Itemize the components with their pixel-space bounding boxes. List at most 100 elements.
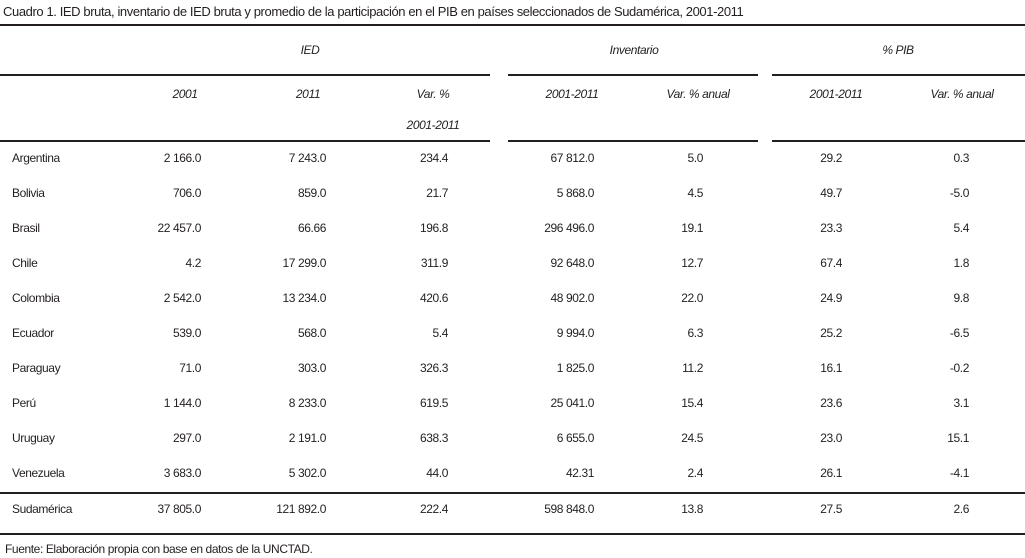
country-name: Ecuador xyxy=(12,326,54,340)
country-name: Chile xyxy=(12,256,38,270)
table-row-cell: 16.1 xyxy=(820,361,842,375)
divider xyxy=(772,140,1025,142)
table-title: Cuadro 1. IED bruta, inventario de IED b… xyxy=(3,4,744,19)
country-name: Argentina xyxy=(12,151,60,165)
table-row-cell: 48 902.0 xyxy=(550,291,594,305)
table-row-cell: 196.8 xyxy=(419,221,448,235)
table-row-cell: 6 655.0 xyxy=(556,431,595,445)
table-row-cell: 49.7 xyxy=(820,186,842,200)
divider xyxy=(0,533,1025,535)
table-row-cell: 638.3 xyxy=(419,431,448,445)
table-row-cell: 12.7 xyxy=(681,256,703,270)
col-header: 2001-2011 xyxy=(545,87,599,101)
table-row-cell: 6.3 xyxy=(687,326,704,340)
table-row-cell: 1 144.0 xyxy=(163,396,202,410)
col-header: 2001-2011 xyxy=(809,87,863,101)
table-row-cell: 619.5 xyxy=(419,396,448,410)
table-row-cell: 13 234.0 xyxy=(282,291,326,305)
table-row-cell: 71.0 xyxy=(179,361,201,375)
table-row-cell: 326.3 xyxy=(419,361,448,375)
total-row-cell: 37 805.0 xyxy=(157,502,201,516)
table-row-cell: 3 683.0 xyxy=(163,466,202,480)
table-row-cell: -5.0 xyxy=(949,186,969,200)
table-row-cell: 4.5 xyxy=(687,186,704,200)
table-row-cell: 17 299.0 xyxy=(282,256,326,270)
table-row-cell: 23.6 xyxy=(820,396,842,410)
table-row-cell: 8 233.0 xyxy=(288,396,327,410)
country-name: Sudamérica xyxy=(12,502,73,516)
table-row-cell: 7 243.0 xyxy=(288,151,327,165)
table-row-cell: 92 648.0 xyxy=(550,256,594,270)
table-row-cell: 568.0 xyxy=(297,326,326,340)
table-row-cell: 539.0 xyxy=(172,326,201,340)
table-row-cell: 1 825.0 xyxy=(556,361,595,375)
col-header: Var. % anual xyxy=(666,87,730,101)
table-row-cell: 66.66 xyxy=(297,221,326,235)
table-row-cell: 11.2 xyxy=(682,361,703,375)
table-row-cell: 4.2 xyxy=(185,256,202,270)
table-row-cell: 706.0 xyxy=(172,186,201,200)
table-row-cell: 311.9 xyxy=(420,256,449,270)
table-row-cell: 5 302.0 xyxy=(288,466,327,480)
table-row-cell: 5.0 xyxy=(687,151,704,165)
country-name: Uruguay xyxy=(12,431,55,445)
table-row-cell: 22 457.0 xyxy=(157,221,201,235)
col-header: Var. % anual xyxy=(930,87,994,101)
table-row-cell: 5.4 xyxy=(953,221,970,235)
table-row-cell: 1.8 xyxy=(953,256,970,270)
divider xyxy=(0,74,490,76)
divider xyxy=(0,24,1025,26)
total-row-cell: 13.8 xyxy=(681,502,703,516)
table-row-cell: 24.9 xyxy=(820,291,842,305)
table-row-cell: 9 994.0 xyxy=(556,326,595,340)
col-header: 2011 xyxy=(295,87,321,101)
table-row-cell: 42.31 xyxy=(565,466,594,480)
col-header: 2001-2011 xyxy=(406,118,460,132)
table-row-cell: 21.7 xyxy=(426,186,448,200)
table-row-cell: 859.0 xyxy=(297,186,326,200)
table-row-cell: 15.4 xyxy=(681,396,703,410)
divider xyxy=(772,74,1025,76)
table-row-cell: -6.5 xyxy=(949,326,969,340)
divider xyxy=(508,74,758,76)
table-row-cell: 22.0 xyxy=(681,291,703,305)
table-row-cell: 2 542.0 xyxy=(163,291,202,305)
col-header: Var. % xyxy=(416,87,450,101)
table-row-cell: 5.4 xyxy=(432,326,449,340)
table-row-cell: 23.0 xyxy=(820,431,842,445)
total-row-cell: 598 848.0 xyxy=(544,502,594,516)
country-name: Bolivia xyxy=(12,186,45,200)
table-row-cell: 5 868.0 xyxy=(556,186,595,200)
table-row-cell: 296 496.0 xyxy=(544,221,594,235)
total-row-cell: 2.6 xyxy=(953,502,970,516)
country-name: Perú xyxy=(12,396,36,410)
col-header: 2001 xyxy=(172,87,198,101)
table-row-cell: 420.6 xyxy=(419,291,448,305)
table-row-cell: 44.0 xyxy=(426,466,448,480)
total-row-cell: 27.5 xyxy=(820,502,842,516)
table-row-cell: 19.1 xyxy=(681,221,703,235)
table-row-cell: 23.3 xyxy=(820,221,842,235)
table-row-cell: 24.5 xyxy=(681,431,703,445)
table-row-cell: 25 041.0 xyxy=(550,396,594,410)
country-name: Venezuela xyxy=(12,466,65,480)
table-row-cell: 67.4 xyxy=(820,256,842,270)
table-row-cell: 67 812.0 xyxy=(550,151,594,165)
group-header-inventario: Inventario xyxy=(609,43,659,57)
divider xyxy=(0,140,490,142)
table-row-cell: 26.1 xyxy=(820,466,842,480)
table-row-cell: 297.0 xyxy=(172,431,201,445)
table-row-cell: 234.4 xyxy=(419,151,448,165)
table-row-cell: 9.8 xyxy=(953,291,970,305)
group-header-ied: IED xyxy=(300,43,320,57)
table-row-cell: 2 191.0 xyxy=(288,431,327,445)
source-note: Fuente: Elaboración propia con base en d… xyxy=(5,542,313,556)
table-row-cell: 2 166.0 xyxy=(163,151,202,165)
table-row-cell: 2.4 xyxy=(687,466,704,480)
country-name: Brasil xyxy=(12,221,40,235)
country-name: Paraguay xyxy=(12,361,61,375)
table-row-cell: 303.0 xyxy=(297,361,326,375)
table-row-cell: 15.1 xyxy=(947,431,969,445)
group-header-pib: % PIB xyxy=(882,43,914,57)
